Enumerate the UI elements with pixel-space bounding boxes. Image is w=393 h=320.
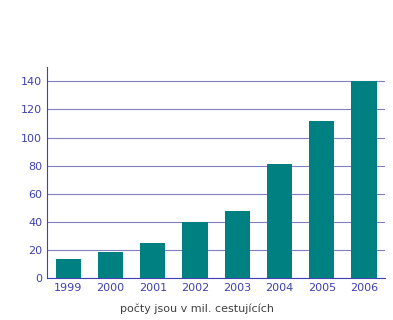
Text: mezi lety 1999 - 2006: mezi lety 1999 - 2006: [123, 40, 270, 52]
Text: Počet přepravených cestujících nízkonákladovými přperavci: Počet přepravených cestujících nízkonákl…: [0, 14, 393, 27]
Bar: [309, 121, 334, 278]
Bar: [225, 211, 250, 278]
Text: počty jsou v mil. cestujících: počty jsou v mil. cestujících: [119, 303, 274, 314]
Bar: [182, 222, 208, 278]
Bar: [56, 259, 81, 278]
Bar: [140, 243, 165, 278]
Bar: [267, 164, 292, 278]
Bar: [351, 81, 377, 278]
Bar: [98, 252, 123, 278]
